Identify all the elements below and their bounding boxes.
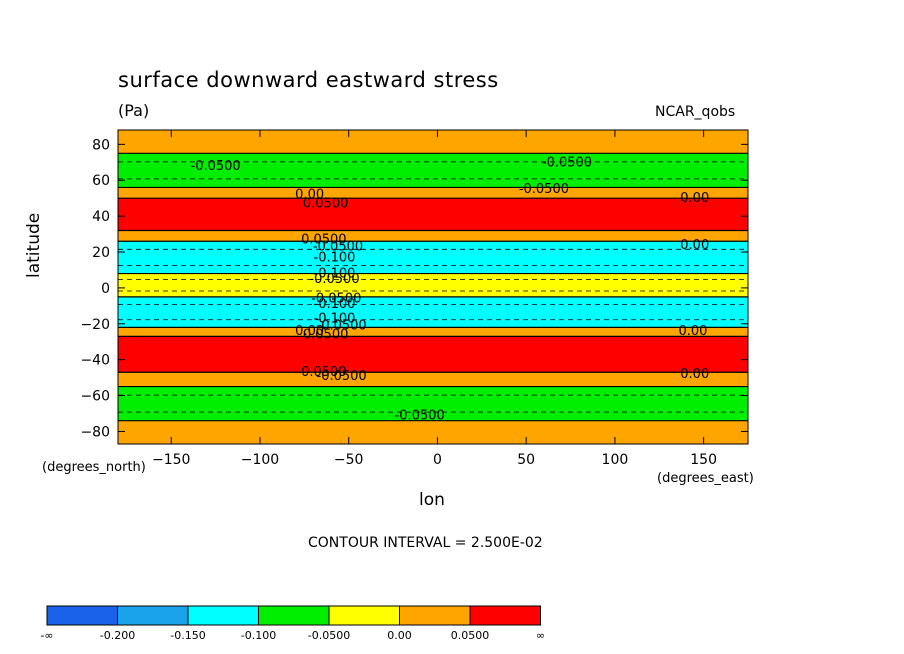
contour-band [118,327,748,337]
colorbar-label: 0.00 [387,629,412,642]
colorbar-label: -0.100 [241,629,276,642]
colorbar-swatch [46,605,118,626]
x-tick-label: 100 [602,452,629,468]
x-axis-label: lon [419,490,445,510]
contour-band [118,130,748,154]
contour-label: 0.00 [295,188,324,203]
colorbar-swatch [117,605,189,626]
x-tick-label: 50 [517,452,535,468]
contour-label: 0.00 [295,324,324,339]
x-tick-label: 0 [433,452,442,468]
colorbar-label: -∞ [40,629,53,642]
contour-label: -0.0500 [311,292,361,307]
contour-label: -0.0500 [519,182,569,197]
contour-label: -0.100 [314,311,356,326]
dataset-label: NCAR_qobs [655,104,736,120]
contour-label: -0.0500 [395,408,445,423]
x-units-label: (degrees_east) [657,471,754,486]
chart-title: surface downward eastward stress [118,68,499,92]
y-tick-label: 20 [92,245,110,261]
colorbar-label: -0.150 [170,629,205,642]
y-units-label: (degrees_north) [42,460,146,475]
contour-label: 0.0500 [303,328,349,343]
contour-band [118,198,748,231]
y-tick-label: 40 [92,209,110,225]
contour-label: -0.100 [314,297,356,312]
contour-label: -0.100 [314,250,356,265]
contour-interval-label: CONTOUR INTERVAL = 2.500E-02 [308,535,543,551]
colorbar-label: ∞ [536,629,545,642]
x-tick-label: 150 [690,452,717,468]
colorbar-label: -0.200 [100,629,135,642]
colorbar-label: 0.0500 [451,629,490,642]
x-tick-label: −150 [152,452,190,468]
contour-band [118,230,748,242]
plot-frame [117,129,749,445]
contour-label: -0.0500 [313,240,363,255]
contour-band [118,372,748,387]
contour-label: 0.0500 [303,197,349,212]
colorbar-swatch [187,605,259,626]
contour-label: -0.0500 [542,155,592,170]
x-tick-label: −100 [241,452,279,468]
contour-band [118,336,748,373]
contour-band [118,273,748,297]
contour-label: -0.0500 [317,319,367,334]
colorbar-swatch [258,605,330,626]
contour-label: -0.0500 [191,159,241,174]
contour-band [118,187,748,199]
contour-band [118,241,748,274]
contour-band [118,153,748,188]
colorbar-swatch [469,605,541,626]
contour-label: -0.0500 [309,272,359,287]
y-tick-label: −20 [80,317,110,333]
contour-band [118,420,748,444]
y-tick-label: 60 [92,173,110,189]
contour-label: -0.100 [314,267,356,282]
contour-band [118,296,748,328]
contour-band [118,386,748,421]
x-tick-label: −50 [334,452,364,468]
contour-label: 0.00 [679,324,708,339]
y-tick-label: −80 [80,424,110,440]
contour-label: 0.0500 [301,232,347,247]
y-tick-label: 80 [92,137,110,153]
contour-label: 0.0500 [301,365,347,380]
colorbar-swatch [328,605,400,626]
contour-label: 0.00 [680,367,709,382]
contour-label: -0.0500 [317,369,367,384]
y-tick-label: 0 [101,281,110,297]
contour-label: 0.00 [680,238,709,253]
y-tick-label: −40 [80,353,110,369]
contour-label: 0.00 [680,191,709,206]
y-tick-label: −60 [80,389,110,405]
colorbar-label: -0.0500 [308,629,350,642]
colorbar-swatch [399,605,471,626]
units-label: (Pa) [118,101,150,120]
